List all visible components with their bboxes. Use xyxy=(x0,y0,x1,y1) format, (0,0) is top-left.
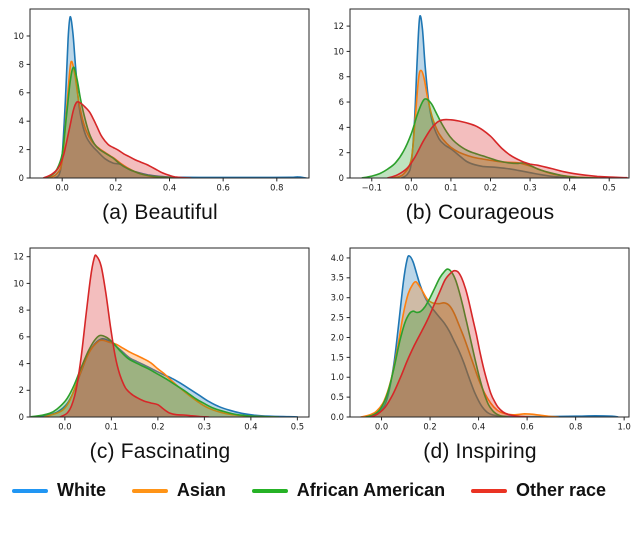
density-series xyxy=(360,255,619,417)
svg-text:0.5: 0.5 xyxy=(331,392,344,402)
svg-text:0.0: 0.0 xyxy=(375,422,388,432)
svg-text:0.1: 0.1 xyxy=(444,183,457,193)
caption-inspiring: (d) Inspiring xyxy=(423,440,537,463)
plot-frame xyxy=(349,247,630,418)
svg-text:−0.1: −0.1 xyxy=(362,183,382,193)
white-line-swatch xyxy=(12,488,48,493)
svg-text:2: 2 xyxy=(19,144,24,154)
svg-text:12: 12 xyxy=(13,252,24,262)
svg-text:1.0: 1.0 xyxy=(331,372,344,382)
legend-item-asian: Asian xyxy=(131,480,226,501)
y-axis-ticks: 0 2 4 6 8 10 xyxy=(13,31,30,183)
svg-text:0.2: 0.2 xyxy=(423,422,436,432)
x-axis-ticks: −0.1 0.0 0.1 0.2 0.3 0.4 0.5 xyxy=(362,178,616,193)
svg-text:0.0: 0.0 xyxy=(56,183,69,193)
subplot-beautiful: 0.0 0.2 0.4 0.6 0.8 0 2 4 6 8 10 (a) Beautiful xyxy=(0,2,320,225)
svg-text:6: 6 xyxy=(19,332,24,342)
x-axis-ticks: 0.0 0.2 0.4 0.6 0.8 1.0 xyxy=(375,417,631,432)
legend-label-white: White xyxy=(57,480,106,500)
svg-text:0.3: 0.3 xyxy=(198,422,211,432)
svg-text:0: 0 xyxy=(339,173,344,183)
x-axis-ticks: 0.0 0.1 0.2 0.3 0.4 0.5 xyxy=(58,417,304,432)
svg-text:0.6: 0.6 xyxy=(216,183,229,193)
svg-text:0: 0 xyxy=(19,173,24,183)
plot-frame xyxy=(29,247,310,418)
caption-courageous: (b) Courageous xyxy=(405,201,555,224)
svg-text:6: 6 xyxy=(19,88,24,98)
density-series xyxy=(42,15,308,178)
svg-text:0.4: 0.4 xyxy=(244,422,257,432)
svg-text:0.0: 0.0 xyxy=(405,183,418,193)
svg-text:0.2: 0.2 xyxy=(151,422,164,432)
legend-item-white: White xyxy=(12,480,106,501)
plot-frame xyxy=(29,8,310,179)
subplot-inspiring: 0.0 0.2 0.4 0.6 0.8 1.0 0.0 0.5 1.0 1.5 2.0 2.5 3.0 3… xyxy=(320,241,640,464)
svg-text:0.4: 0.4 xyxy=(472,422,485,432)
caption-beautiful: (a) Beautiful xyxy=(102,201,218,224)
svg-text:10: 10 xyxy=(13,278,24,288)
density-plot-courageous: −0.1 0.0 0.1 0.2 0.3 0.4 0.5 0 2 4 6 8 10 12 xyxy=(333,8,630,193)
figure-legend: White Asian African American Other race xyxy=(0,480,640,501)
density-series xyxy=(30,254,299,417)
svg-text:2.0: 2.0 xyxy=(331,332,344,342)
svg-text:0.6: 0.6 xyxy=(520,422,533,432)
y-axis-ticks: 0 2 4 6 8 10 12 xyxy=(333,21,350,183)
legend-item-african-american: African American xyxy=(251,480,446,501)
svg-text:2.5: 2.5 xyxy=(331,312,344,322)
svg-text:12: 12 xyxy=(333,21,344,31)
density-plot-fascinating: 0.0 0.1 0.2 0.3 0.4 0.5 0 2 4 6 8 10 12 xyxy=(13,247,310,432)
svg-text:0.4: 0.4 xyxy=(163,183,176,193)
subplot-grid: 0.0 0.2 0.4 0.6 0.8 0 2 4 6 8 10 (a) Beautiful −0.… xyxy=(0,2,640,464)
legend-label-other-race: Other race xyxy=(515,480,606,500)
svg-text:4: 4 xyxy=(339,122,344,132)
svg-text:0.8: 0.8 xyxy=(569,422,582,432)
density-plot-beautiful: 0.0 0.2 0.4 0.6 0.8 0 2 4 6 8 10 xyxy=(13,8,310,193)
svg-text:0.2: 0.2 xyxy=(109,183,122,193)
svg-text:3.5: 3.5 xyxy=(331,273,344,283)
x-axis-ticks: 0.0 0.2 0.4 0.6 0.8 xyxy=(56,178,283,193)
svg-text:0.5: 0.5 xyxy=(603,183,616,193)
svg-text:0: 0 xyxy=(19,412,24,422)
legend-item-other-race: Other race xyxy=(470,480,606,501)
svg-text:2: 2 xyxy=(339,148,344,158)
svg-text:4.0: 4.0 xyxy=(331,253,344,263)
svg-text:0.0: 0.0 xyxy=(331,412,344,422)
svg-text:8: 8 xyxy=(19,305,24,315)
y-axis-ticks: 0.0 0.5 1.0 1.5 2.0 2.5 3.0 3.5 4.0 xyxy=(331,253,350,422)
svg-text:10: 10 xyxy=(13,31,24,41)
svg-text:0.8: 0.8 xyxy=(270,183,283,193)
african-american-line-swatch xyxy=(251,488,288,493)
svg-text:10: 10 xyxy=(333,46,344,56)
svg-text:0.0: 0.0 xyxy=(58,422,71,432)
other-race-line-swatch xyxy=(470,488,507,493)
svg-text:1.0: 1.0 xyxy=(617,422,630,432)
caption-fascinating: (c) Fascinating xyxy=(89,440,231,463)
asian-line-swatch xyxy=(131,488,168,493)
svg-text:4: 4 xyxy=(19,358,24,368)
svg-text:0.1: 0.1 xyxy=(105,422,118,432)
svg-text:4: 4 xyxy=(19,116,24,126)
density-series xyxy=(361,15,628,178)
svg-text:6: 6 xyxy=(339,97,344,107)
svg-text:2: 2 xyxy=(19,385,24,395)
svg-text:8: 8 xyxy=(19,59,24,69)
density-plot-inspiring: 0.0 0.2 0.4 0.6 0.8 1.0 0.0 0.5 1.0 1.5 2.0 2.5 3.0 3… xyxy=(331,247,631,432)
plot-frame xyxy=(349,8,630,179)
svg-text:0.5: 0.5 xyxy=(291,422,304,432)
svg-text:3.0: 3.0 xyxy=(331,293,344,303)
legend-label-asian: Asian xyxy=(176,480,226,500)
svg-text:8: 8 xyxy=(339,72,344,82)
svg-text:0.3: 0.3 xyxy=(523,183,536,193)
y-axis-ticks: 0 2 4 6 8 10 12 xyxy=(13,252,30,422)
svg-text:0.4: 0.4 xyxy=(563,183,576,193)
svg-text:0.2: 0.2 xyxy=(484,183,497,193)
svg-text:1.5: 1.5 xyxy=(331,352,344,362)
legend-label-african-american: African American xyxy=(296,480,446,500)
subplot-courageous: −0.1 0.0 0.1 0.2 0.3 0.4 0.5 0 2 4 6 8 10 12 (b) Cour… xyxy=(320,2,640,225)
subplot-fascinating: 0.0 0.1 0.2 0.3 0.4 0.5 0 2 4 6 8 10 12 (c) Fascinat… xyxy=(0,241,320,464)
